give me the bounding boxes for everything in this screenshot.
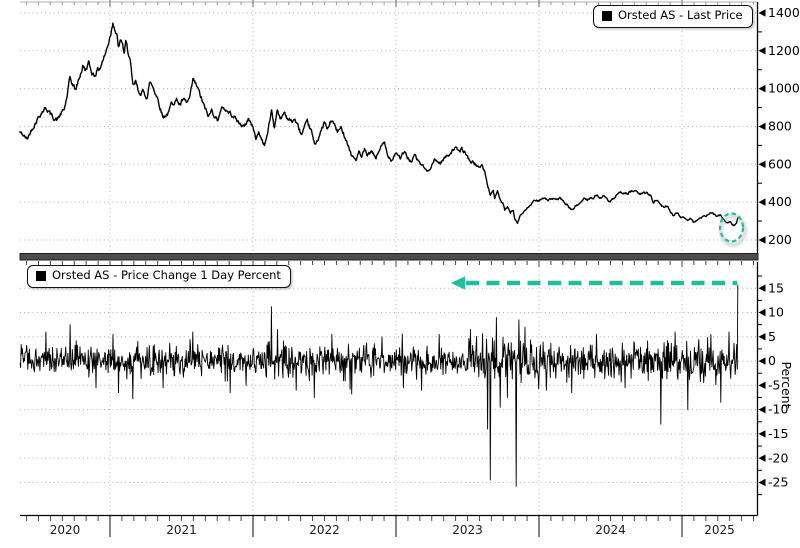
tick-label: 1200 (768, 43, 800, 58)
tick-label: -20 (768, 450, 788, 465)
panel-divider-bar (19, 253, 759, 261)
tick-label: -10 (768, 402, 788, 417)
tick-label: 0 (768, 353, 776, 368)
axis-arrow-tick-icon (758, 478, 766, 487)
axis-arrow-tick-icon (758, 333, 766, 341)
axis-arrow-tick-icon (758, 236, 766, 244)
axis-arrow-tick-icon (758, 198, 766, 206)
tick-label: -5 (768, 377, 780, 392)
tick-label: 200 (768, 232, 792, 247)
legend-price-change-label: Orsted AS - Price Change 1 Day Percent (52, 268, 281, 282)
top-panel-tick-labels: 200 400 600 800 1000 1200 1400 (768, 5, 800, 247)
tick-label: 600 (768, 156, 792, 171)
year-label: 2025 (704, 523, 735, 537)
bottom-panel-tick-labels: 15 10 5 0 -5 -10 -15 -20 -25 (768, 280, 788, 489)
tick-label: 1400 (768, 5, 800, 20)
tick-label: 800 (768, 119, 792, 134)
year-label: 2020 (50, 523, 81, 537)
axis-arrow-tick-icon (758, 9, 766, 17)
legend-price-change: Orsted AS - Price Change 1 Day Percent (27, 265, 291, 288)
last-price-line (19, 22, 739, 227)
legend-square-marker-icon (602, 10, 612, 21)
percent-axis-label: Percent (779, 361, 794, 409)
year-label: 2021 (166, 523, 197, 537)
axis-arrow-tick-icon (758, 284, 766, 292)
legend-last-price: Orsted AS - Last Price (593, 5, 753, 28)
price-line-series (19, 22, 739, 227)
daily-change-series (19, 284, 739, 487)
axis-arrow-tick-icon (758, 47, 766, 55)
year-label: 2024 (595, 523, 626, 537)
legend-square-marker-icon (36, 270, 46, 281)
price-change-line (19, 284, 739, 487)
arrow-head-left-icon (451, 276, 465, 290)
tick-label: 5 (768, 329, 776, 344)
tick-label: 1000 (768, 81, 800, 96)
axis-arrow-tick-icon (758, 454, 766, 462)
axis-arrow-tick-icon (758, 122, 766, 131)
ellipse-shadow (719, 214, 747, 247)
axis-arrow-tick-icon (758, 405, 766, 414)
bottom-panel-gridlines (20, 262, 757, 515)
axis-arrow-tick-icon (758, 84, 766, 93)
axis-arrow-tick-icon (758, 430, 766, 438)
legend-last-price-label: Orsted AS - Last Price (618, 8, 743, 22)
tick-label: 15 (768, 280, 784, 295)
axis-arrow-tick-icon (758, 160, 766, 168)
tick-label: 400 (768, 194, 792, 209)
year-label: 2022 (309, 523, 340, 537)
tick-label: -25 (768, 475, 788, 490)
axes (20, 0, 766, 537)
panel-divider (19, 253, 759, 261)
tick-label: 10 (768, 305, 784, 320)
axis-arrow-tick-icon (758, 357, 766, 365)
top-panel-gridlines (20, 2, 757, 253)
tick-label: -15 (768, 426, 788, 441)
axis-arrow-tick-icon (758, 308, 766, 317)
x-axis-year-labels: 2020 2021 2022 2023 2024 2025 (50, 523, 735, 537)
annotations (451, 212, 747, 290)
year-label: 2023 (452, 523, 483, 537)
axis-arrow-tick-icon (758, 381, 766, 390)
highlight-ellipse-annotation (718, 212, 745, 243)
